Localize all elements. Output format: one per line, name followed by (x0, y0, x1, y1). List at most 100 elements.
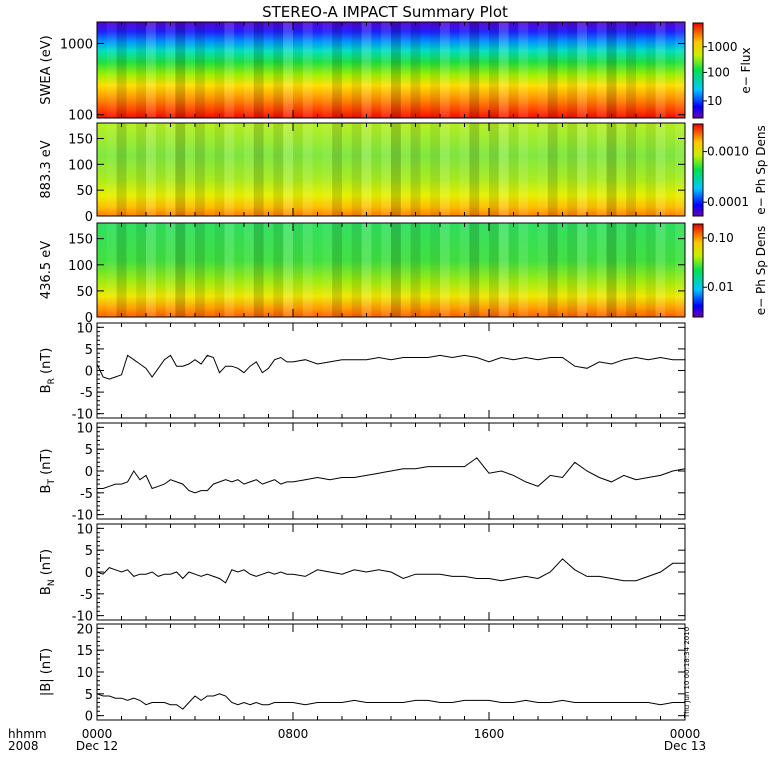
pad883-ytick-label: 150 (68, 133, 93, 148)
swea-stripe (508, 22, 519, 118)
pad436-stripe (518, 223, 529, 317)
pad883-stripe (665, 123, 675, 216)
pad883-stripe (156, 123, 166, 216)
pad436-stripe (459, 223, 470, 317)
swea-stripe (675, 22, 685, 118)
pad883-ytick-label: 0 (85, 210, 93, 225)
pad883-stripe (616, 123, 627, 216)
hhmm-label: hhmm (8, 727, 47, 741)
swea-stripe (156, 22, 166, 118)
pad883-stripe (224, 123, 235, 216)
pad883-stripe (116, 123, 127, 216)
pad883-stripe (489, 123, 499, 216)
pad883-stripe (165, 123, 176, 216)
swea-stripe (587, 22, 597, 118)
pad883-ytick-label: 50 (76, 184, 93, 199)
swea-stripe (567, 22, 578, 118)
swea-stripe (116, 22, 127, 118)
pad883-stripe (547, 123, 558, 216)
swea-colorbar-label: e− Flux (739, 47, 753, 93)
pad883-stripe (351, 123, 362, 216)
pad883-heatmap (97, 123, 685, 216)
swea-stripe (361, 22, 372, 118)
pad436-stripe (361, 223, 372, 317)
pad883-stripe (146, 123, 156, 216)
pad883-stripe (332, 123, 342, 216)
pad883-stripe (106, 123, 117, 216)
pad436-stripe (391, 223, 401, 317)
pad883-stripe (587, 123, 597, 216)
swea-stripe (224, 22, 235, 118)
pad883-stripe (126, 123, 136, 216)
swea-colorbar (692, 22, 704, 119)
swea-stripe (136, 22, 146, 118)
pad436-stripe (234, 223, 244, 317)
pad436-stripe (106, 223, 117, 317)
pad883-stripe (136, 123, 146, 216)
pad436-stripe (224, 223, 235, 317)
pad436-stripe (450, 223, 460, 317)
pad883-stripe (450, 123, 460, 216)
pad436-stripe (440, 223, 450, 317)
pad436-stripe (156, 223, 166, 317)
pad436-stripe (430, 223, 440, 317)
pad883-stripe (293, 123, 303, 216)
x-tick-label-1: 0800 (278, 727, 309, 741)
pad436-stripe (175, 223, 186, 317)
bmag-ytick-label: 15 (76, 644, 93, 659)
x-date-label-0: Dec 12 (76, 739, 118, 753)
pad436-stripe (665, 223, 675, 317)
br-ylabel: BR (nT) (39, 348, 57, 394)
pad436-ylabel: 436.5 eV (39, 241, 54, 299)
pad883-stripe (626, 123, 636, 216)
swea-stripe (381, 22, 391, 118)
pad436-stripe (185, 223, 195, 317)
br-ytick-label: 10 (76, 321, 93, 336)
pad883-stripe (361, 123, 372, 216)
pad436-stripe (567, 223, 578, 317)
pad883-stripe (430, 123, 440, 216)
pad883-stripe (479, 123, 489, 216)
x-tick-label-2: 1600 (474, 727, 505, 741)
pad436-colorbar-tick-label: 0.10 (707, 231, 734, 245)
br-ytick-label: -10 (72, 408, 93, 423)
pad436-stripe (616, 223, 627, 317)
swea-stripe (175, 22, 186, 118)
swea-stripe (126, 22, 136, 118)
bmag-series-line (96, 693, 685, 710)
swea-stripe (558, 22, 568, 118)
pad883-stripe (508, 123, 519, 216)
bt-ytick-label: 0 (85, 465, 93, 480)
pad883-stripe (175, 123, 186, 216)
pad436-stripe (489, 223, 499, 317)
pad436-ytick-label: 50 (76, 285, 93, 300)
pad883-stripe (302, 123, 313, 216)
swea-stripe (577, 22, 587, 118)
pad436-heatmap (97, 223, 685, 317)
pad436-stripe (302, 223, 313, 317)
swea-stripe (626, 22, 636, 118)
bmag-ytick-label: 0 (85, 710, 93, 725)
pad883-colorbar-label: e− Ph Sp Dens (754, 125, 768, 214)
pad436-stripe (587, 223, 597, 317)
pad883-stripe (675, 123, 685, 216)
pad436-colorbar-tick-label: 0.01 (707, 280, 734, 294)
bn-ytick-label: -5 (80, 588, 93, 603)
pad436-stripe (547, 223, 558, 317)
pad436-stripe (253, 223, 264, 317)
bmag-ylabel: |B| (nT) (39, 648, 54, 696)
bmag-ytick-label: 10 (76, 666, 93, 681)
pad436-ytick-label: 0 (85, 311, 93, 326)
pad883-stripe (567, 123, 578, 216)
pad883-stripe (253, 123, 264, 216)
swea-stripe (400, 22, 411, 118)
swea-stripe (410, 22, 421, 118)
swea-stripe (665, 22, 675, 118)
bmag-ytick-label: 20 (76, 622, 93, 637)
pad883-stripe (185, 123, 195, 216)
pad883-colorbar-tick-label: 0.0010 (707, 145, 749, 159)
swea-stripe (371, 22, 381, 118)
pad436-colorbar-label: e− Ph Sp Dens (754, 226, 768, 315)
pad436-stripe (645, 223, 656, 317)
swea-stripe (645, 22, 656, 118)
